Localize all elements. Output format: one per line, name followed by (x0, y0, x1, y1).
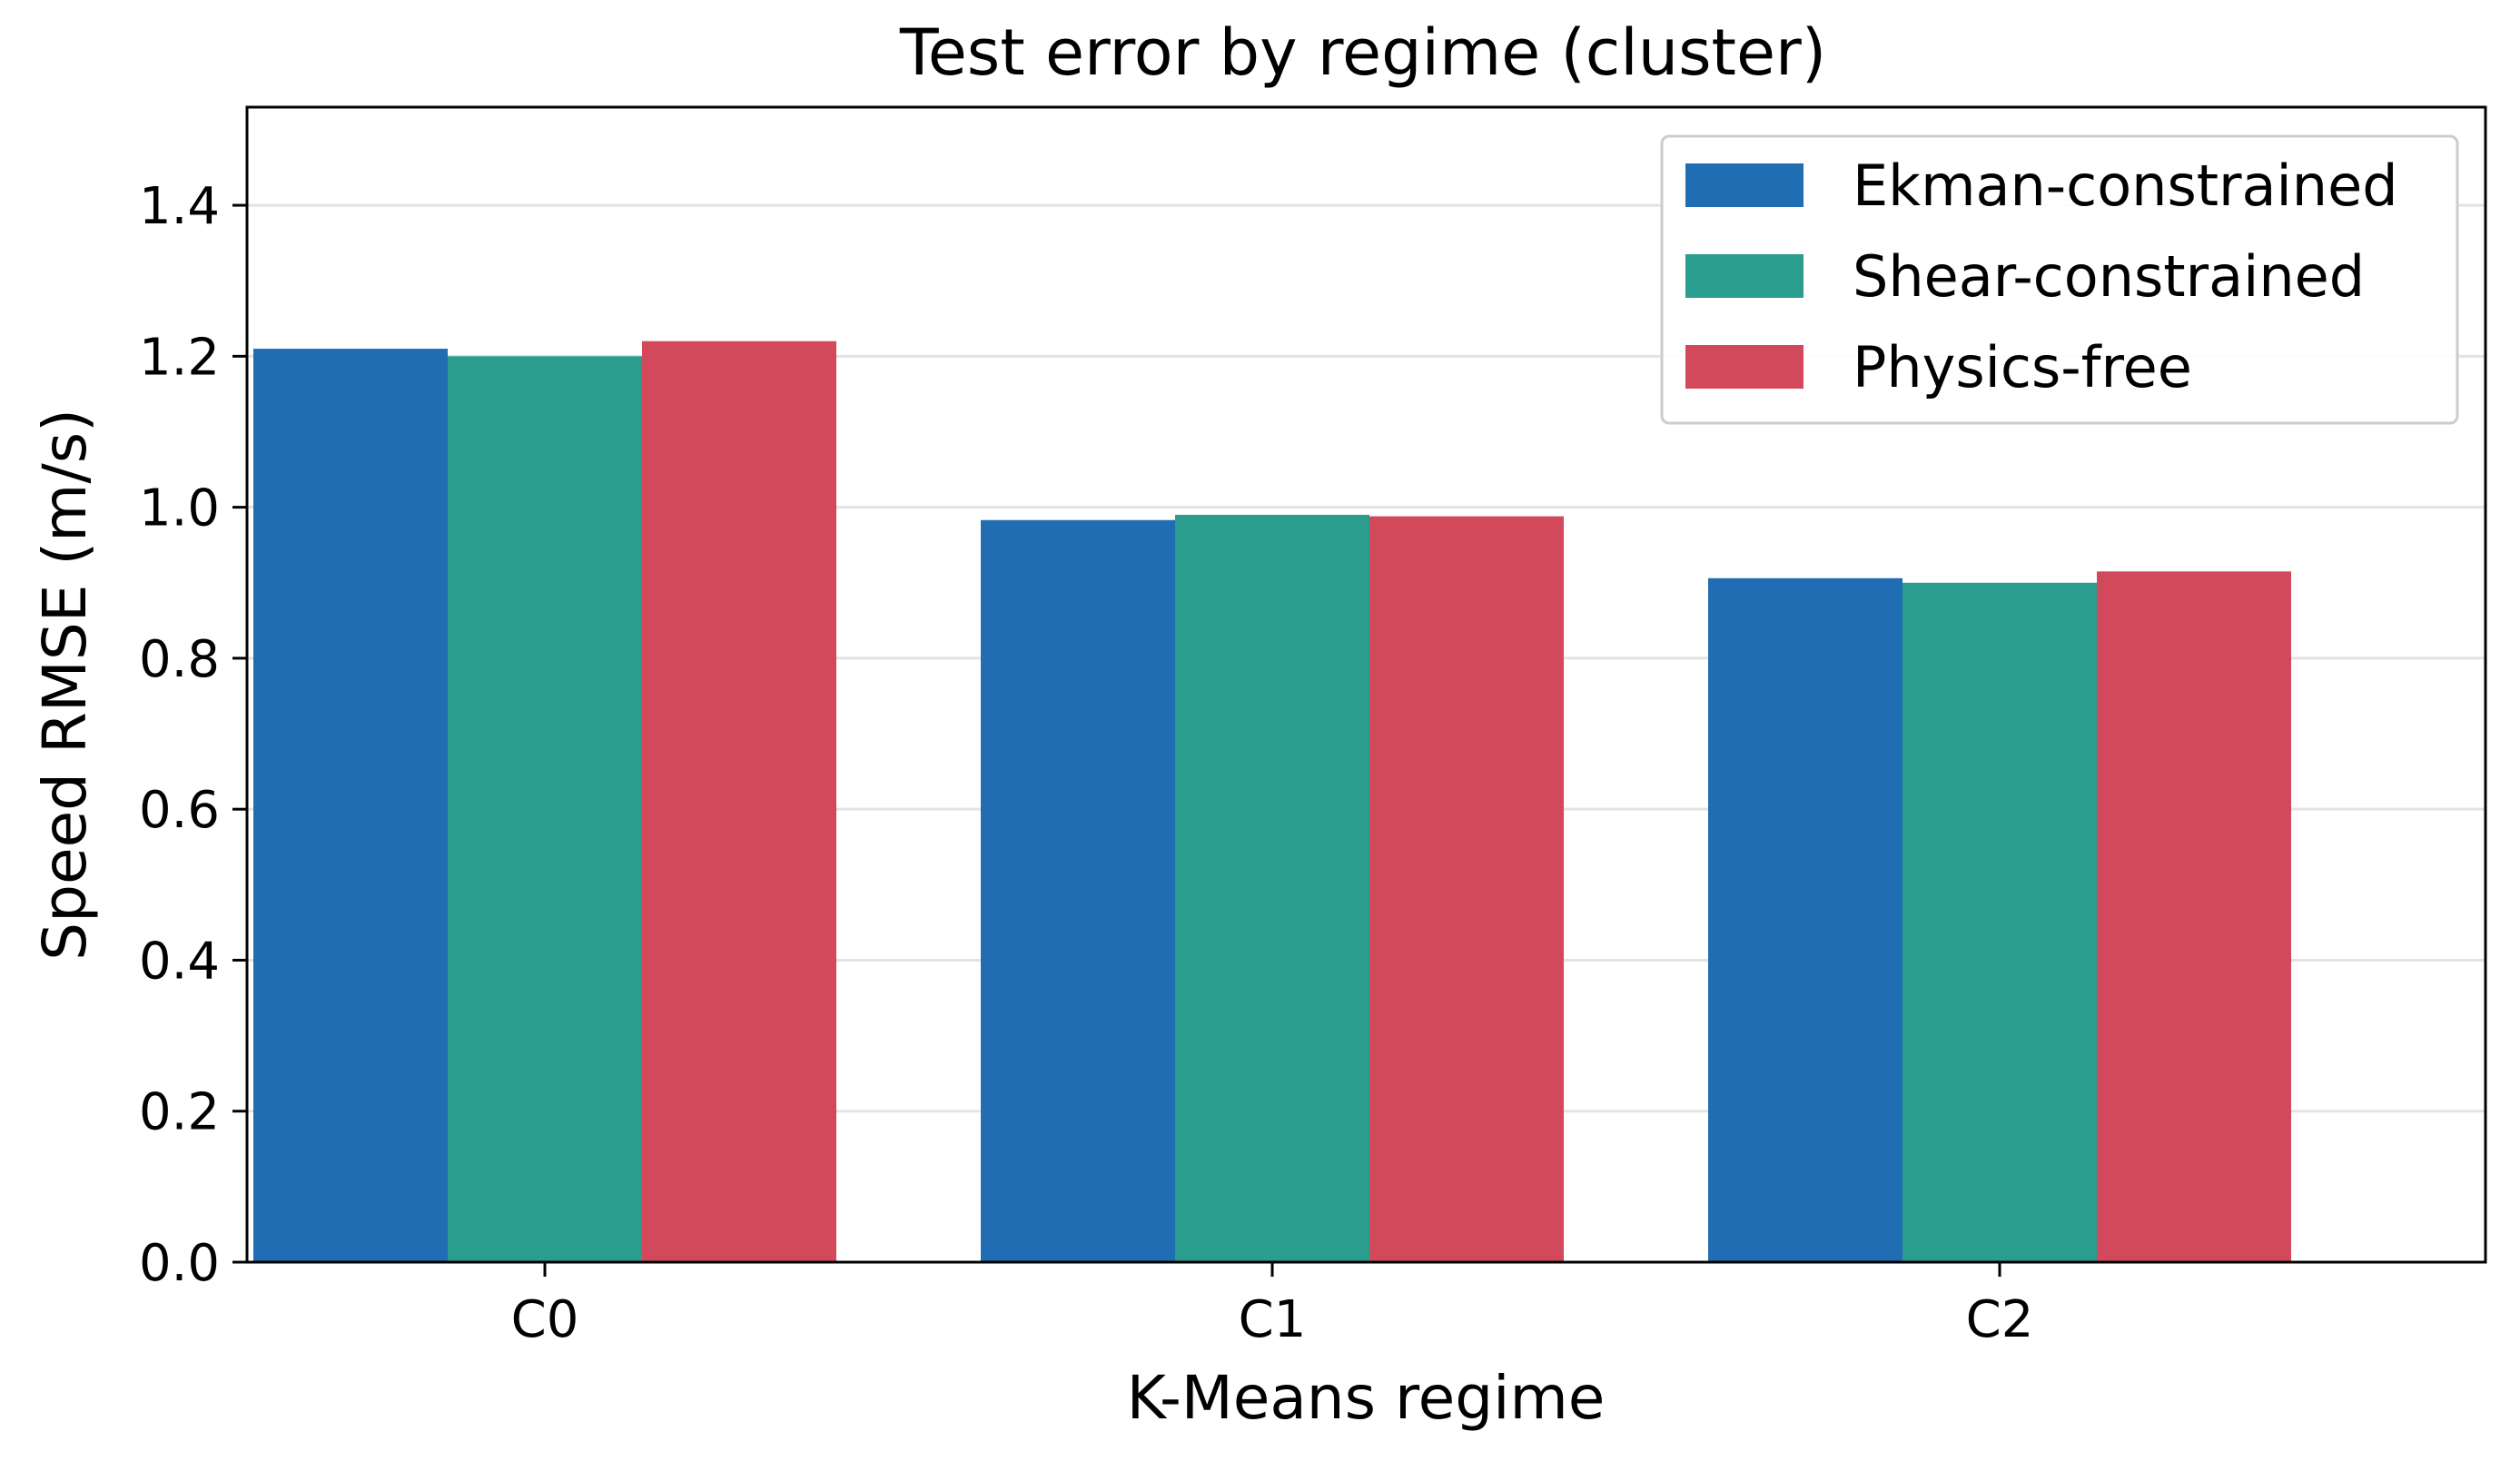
x-tick-label: C0 (511, 1290, 579, 1349)
bar-c2-1 (1708, 577, 1902, 1262)
x-axis-label: K-Means regime (1127, 1363, 1606, 1433)
legend-label: Physics-free (1853, 334, 2192, 400)
chart-title: Test error by regime (cluster) (899, 15, 1826, 90)
bar-c1-1 (981, 519, 1175, 1262)
x-tick-label: C1 (1239, 1290, 1307, 1349)
x-axis-ticks: C0 C1 C2 (511, 1262, 2034, 1349)
legend: Ekman-constrained Shear-constrained Physic… (1660, 134, 2459, 425)
legend-swatch (1685, 254, 1804, 298)
y-tick-label: 1.2 (139, 328, 220, 387)
bar-c2-2 (1902, 582, 2097, 1262)
y-tick-label: 0.4 (139, 932, 220, 991)
y-tick-label: 1.0 (139, 479, 220, 538)
bar-c1-3 (1369, 516, 1564, 1262)
bar-c0-3 (642, 341, 836, 1263)
bar-c0-2 (448, 356, 642, 1263)
legend-swatch (1685, 163, 1804, 207)
y-axis-label: Speed RMSE (m/s) (30, 409, 100, 961)
legend-entries: Ekman-constrained Shear-constrained Physic… (1685, 153, 2398, 400)
y-tick-label: 1.4 (139, 177, 220, 236)
bar-c0-1 (253, 349, 448, 1263)
legend-label: Shear-constrained (1853, 243, 2365, 310)
y-tick-label: 0.0 (139, 1234, 220, 1293)
legend-frame (1660, 134, 2459, 425)
legend-label: Ekman-constrained (1853, 153, 2398, 219)
y-axis-ticks: 0.0 0.2 0.4 0.6 0.8 1.0 1.2 1.4 (139, 177, 247, 1293)
bar-c2-3 (2097, 571, 2291, 1262)
y-tick-label: 0.8 (139, 630, 220, 689)
y-tick-label: 0.2 (139, 1083, 220, 1142)
bars (253, 341, 2291, 1263)
bar-c1-2 (1175, 514, 1369, 1262)
x-tick-label: C2 (1966, 1290, 2034, 1349)
y-tick-label: 0.6 (139, 781, 220, 840)
plot-frame (245, 105, 2487, 1264)
legend-swatch (1685, 345, 1804, 389)
